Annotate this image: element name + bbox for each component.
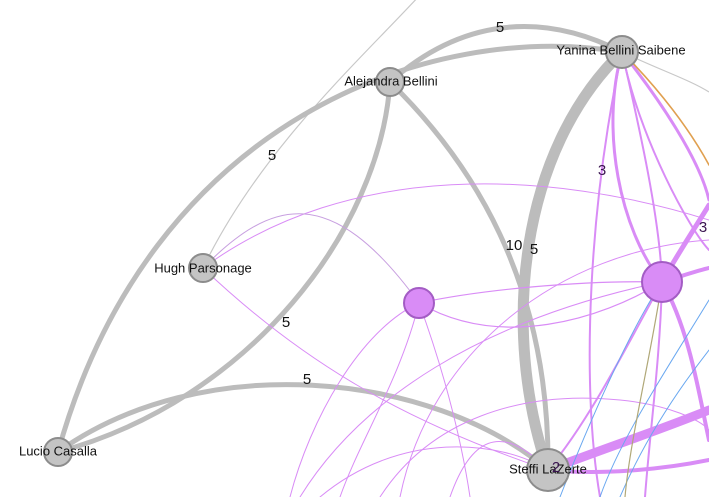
edge-label-yanina-steffi: 10 bbox=[506, 237, 523, 254]
label-lucio: Lucio Casalla bbox=[19, 443, 98, 458]
edge-small-hub-2[interactable] bbox=[418, 281, 663, 328]
edge-small-down-2[interactable] bbox=[418, 302, 471, 497]
edge-label-yanina-alejandra: 5 bbox=[496, 19, 504, 36]
label-yanina: Yanina Bellini Saibene bbox=[556, 42, 685, 57]
edge-arc-3[interactable] bbox=[319, 446, 549, 497]
edge-label-yanina-hub: 3 bbox=[598, 162, 606, 179]
label-steffi: Steffi LaZerte bbox=[509, 461, 587, 476]
node-lucio[interactable] bbox=[43, 437, 73, 467]
edge-arc-5[interactable] bbox=[399, 239, 709, 497]
edge-steffi-hub[interactable] bbox=[547, 281, 663, 471]
edge-hub-blue-1[interactable] bbox=[559, 281, 663, 497]
edge-labels: 5 5 5 5 10 5 3 3 2 bbox=[268, 19, 707, 476]
edge-yanina-steffi[interactable] bbox=[517, 46, 628, 476]
edge-label-alejandra-steffi: 5 bbox=[282, 314, 290, 331]
edge-hub-blue-3[interactable] bbox=[599, 299, 709, 497]
node-alejandra[interactable] bbox=[375, 67, 405, 97]
edge-hub-olive[interactable] bbox=[624, 281, 663, 497]
edge-hub-blue-2[interactable] bbox=[619, 349, 709, 497]
node-hugh[interactable] bbox=[188, 253, 218, 283]
colored-edges bbox=[202, 51, 709, 497]
edge-hugh-hub[interactable] bbox=[202, 183, 709, 269]
edge-yanina-right-1[interactable] bbox=[620, 50, 709, 202]
edge-small-down-1[interactable] bbox=[289, 302, 420, 497]
label-alejandra: Alejandra Bellini bbox=[344, 73, 437, 88]
purple-edges bbox=[202, 50, 709, 497]
node-labels: Yanina Bellini Saibene Alejandra Bellini… bbox=[19, 42, 686, 476]
edge-label-alejandra-lucio: 5 bbox=[268, 147, 276, 164]
edge-yanina-alejandra[interactable] bbox=[387, 24, 625, 85]
edge-yanina-lucio[interactable] bbox=[55, 43, 625, 455]
edge-label-lucio-steffi: 5 bbox=[303, 371, 311, 388]
edge-label-alejandra-steffi-2: 5 bbox=[530, 241, 538, 258]
edge-small-down-3[interactable] bbox=[339, 302, 420, 497]
edge-label-steffi-self: 2 bbox=[552, 459, 560, 476]
edge-hub-down-2[interactable] bbox=[644, 281, 663, 497]
edge-alejandra-steffi[interactable] bbox=[387, 79, 551, 473]
edge-yanina-orange[interactable] bbox=[621, 51, 709, 166]
gray-edges bbox=[55, 24, 628, 476]
nodes bbox=[43, 35, 683, 492]
edge-yanina-right-2[interactable] bbox=[621, 51, 709, 251]
node-yanina[interactable] bbox=[605, 35, 639, 69]
edge-hugh-steffi[interactable] bbox=[202, 267, 549, 471]
edge-arc-2[interactable] bbox=[379, 397, 709, 497]
edge-hugh-yanina bbox=[202, 0, 417, 269]
node-purple-hub[interactable] bbox=[641, 261, 683, 303]
edge-yanina-down[interactable] bbox=[588, 51, 623, 497]
node-purple-small[interactable] bbox=[403, 287, 435, 319]
edge-alejandra-lucio[interactable] bbox=[55, 79, 393, 455]
edge-label-hub-right: 3 bbox=[699, 219, 707, 236]
edge-arc-1[interactable] bbox=[299, 281, 663, 497]
node-steffi[interactable] bbox=[526, 448, 570, 492]
edge-hugh-gray[interactable] bbox=[202, 213, 420, 304]
edge-small-hub[interactable] bbox=[418, 281, 663, 304]
edge-lucio-steffi[interactable] bbox=[55, 382, 551, 473]
label-hugh: Hugh Parsonage bbox=[154, 260, 252, 275]
